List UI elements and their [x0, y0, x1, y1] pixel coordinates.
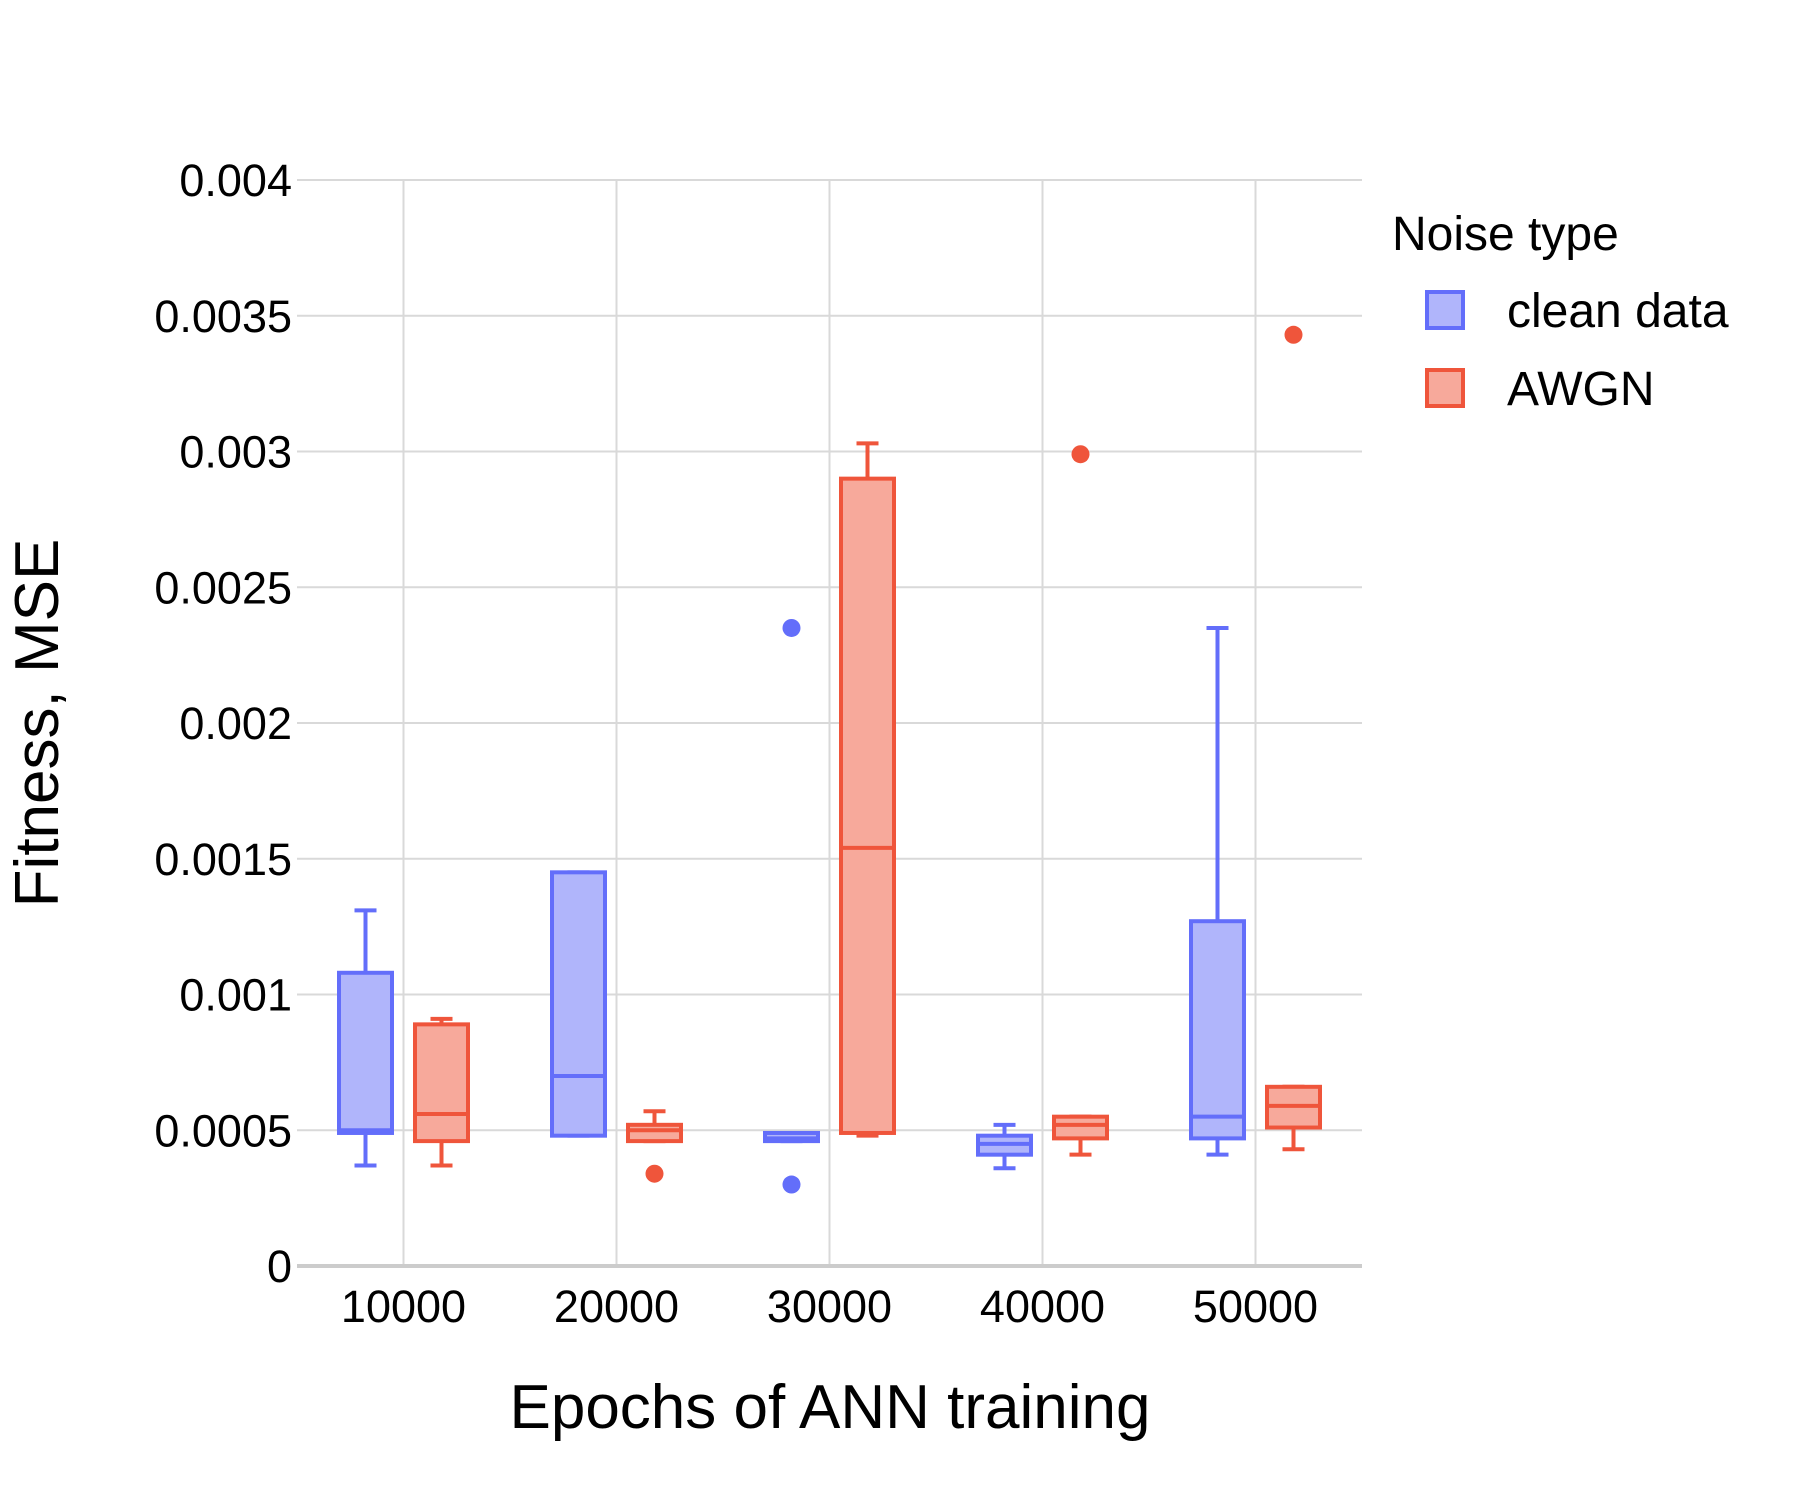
outlier-point: [1071, 445, 1090, 464]
x-tick-label: 30000: [767, 1281, 892, 1332]
box-plot: [550, 870, 607, 1138]
x-tick-label: 10000: [341, 1281, 466, 1332]
x-axis-title: Epochs of ANN training: [509, 1373, 1150, 1442]
y-axis-ticks: 0 0.0005 0.001 0.0015 0.002 0.0025 0.003 0.0035…: [154, 155, 292, 1292]
box-iqr: [1189, 919, 1246, 1141]
x-axis-ticks: 10000 20000 30000 40000 50000: [341, 1281, 1318, 1332]
box-plot: [337, 908, 394, 1168]
box-plot: [839, 441, 896, 1138]
y-tick-label: 0.001: [179, 970, 292, 1021]
y-axis-title: Fitness, MSE: [3, 539, 72, 908]
y-tick-label: 0.003: [179, 427, 292, 478]
box-plot: [763, 618, 820, 1194]
x-tick-label: 40000: [980, 1281, 1105, 1332]
box-iqr: [1052, 1114, 1109, 1141]
box-plot: [976, 1122, 1033, 1171]
box-iqr: [626, 1122, 683, 1144]
outlier-point: [782, 618, 801, 637]
box-plot: [1265, 325, 1322, 1152]
box-iqr: [839, 476, 896, 1135]
legend: Noise type clean data AWGN: [1392, 208, 1729, 416]
box-plot: [413, 1016, 470, 1168]
series-clean-data: [337, 618, 1246, 1194]
box-iqr: [550, 870, 607, 1138]
legend-label: clean data: [1507, 285, 1729, 338]
x-tick-label: 50000: [1193, 1281, 1318, 1332]
y-tick-label: 0.0015: [154, 834, 292, 885]
y-tick-label: 0.0025: [154, 562, 292, 613]
y-tick-label: 0.0035: [154, 291, 292, 342]
outlier-point: [645, 1164, 664, 1183]
legend-item: clean data: [1425, 285, 1729, 338]
y-tick-label: 0.0005: [154, 1105, 292, 1156]
y-tick-label: 0.002: [179, 698, 292, 749]
box-iqr: [337, 970, 394, 1135]
box-plot: [1189, 625, 1246, 1157]
legend-items: clean data AWGN: [1425, 285, 1729, 416]
box-plot: [626, 1109, 683, 1183]
box-iqr: [413, 1022, 470, 1144]
legend-swatch: [1425, 368, 1465, 408]
series-awgn: [413, 325, 1322, 1183]
box-series: [337, 325, 1322, 1194]
legend-title: Noise type: [1392, 208, 1619, 261]
x-tick-label: 20000: [554, 1281, 679, 1332]
y-tick-label: 0.004: [179, 155, 292, 206]
legend-label: AWGN: [1507, 363, 1655, 416]
legend-item: AWGN: [1425, 363, 1655, 416]
y-tick-label: 0: [267, 1241, 292, 1292]
outlier-point: [1284, 325, 1303, 344]
legend-swatch: [1425, 290, 1465, 330]
outlier-point: [782, 1175, 801, 1194]
box-plot: [1052, 445, 1109, 1157]
grid-lines: [297, 179, 1362, 1266]
